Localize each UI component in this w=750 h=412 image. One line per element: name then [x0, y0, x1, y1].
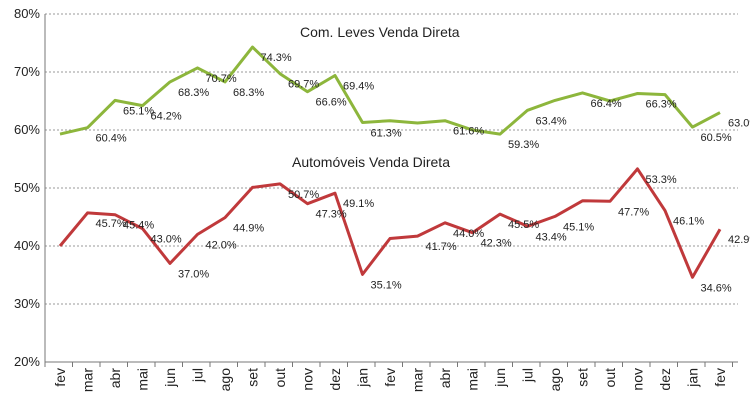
x-tick-label: set — [575, 368, 591, 387]
data-label: 47.7% — [618, 206, 649, 218]
data-label: 68.3% — [233, 87, 264, 99]
data-label: 47.3% — [316, 209, 347, 221]
x-tick-label: mai — [135, 368, 151, 391]
data-label: 45.4% — [123, 220, 154, 232]
data-label: 63.4% — [536, 115, 567, 127]
data-label: 61.3% — [371, 127, 402, 139]
data-label: 45.5% — [508, 219, 539, 231]
data-label: 64.2% — [151, 111, 182, 123]
data-label: 45.7% — [96, 218, 127, 230]
y-tick-label: 60% — [14, 122, 40, 137]
x-tick-label: dez — [327, 368, 343, 391]
x-tick-label: mar — [80, 368, 96, 392]
data-label: 63.0% — [728, 118, 750, 130]
x-tick-label: ago — [217, 368, 233, 392]
y-tick-label: 30% — [14, 296, 40, 311]
data-label: 70.7% — [206, 73, 237, 85]
data-label: 42.3% — [481, 238, 512, 250]
x-tick-label: set — [245, 368, 261, 387]
x-tick-label: fev — [712, 368, 728, 387]
data-label: 49.1% — [343, 198, 374, 210]
x-tick-label: out — [602, 368, 618, 388]
data-label: 34.6% — [701, 282, 732, 294]
data-label: 66.3% — [646, 98, 677, 110]
data-label: 74.3% — [261, 52, 292, 64]
data-label: 46.1% — [673, 216, 704, 228]
x-tick-label: fev — [52, 368, 68, 387]
data-label: 35.1% — [371, 279, 402, 291]
series-line-automoveis — [58, 167, 722, 279]
data-label: 65.1% — [123, 105, 154, 117]
x-tick-label: mar — [410, 368, 426, 392]
data-label: 41.7% — [426, 241, 457, 253]
x-tick-label: nov — [630, 368, 646, 391]
data-label: 44.0% — [453, 228, 484, 240]
x-tick-label: nov — [300, 368, 316, 391]
x-tick-label: jul — [520, 368, 536, 383]
y-tick-label: 40% — [14, 238, 40, 253]
x-tick-label: abr — [107, 368, 123, 389]
x-tick-label: out — [272, 368, 288, 388]
data-label: 59.3% — [508, 139, 539, 151]
x-tick-label: jul — [190, 368, 206, 383]
data-label: 60.4% — [96, 133, 127, 145]
x-tick-label: dez — [657, 368, 673, 391]
x-tick-label: jan — [685, 368, 701, 388]
y-tick-label: 20% — [14, 354, 40, 369]
data-label: 69.7% — [288, 79, 319, 91]
data-label: 43.4% — [536, 231, 567, 243]
series-title-automoveis: Automóveis Venda Direta — [292, 154, 450, 170]
data-label: 68.3% — [178, 87, 209, 99]
x-tick-label: jan — [355, 368, 371, 388]
data-label: 44.9% — [233, 223, 264, 235]
data-label: 66.6% — [316, 97, 347, 109]
data-label: 69.4% — [343, 80, 374, 92]
data-label: 42.9% — [728, 234, 750, 246]
data-label: 60.5% — [701, 132, 732, 144]
x-tick-label: mai — [465, 368, 481, 391]
x-tick-label: ago — [547, 368, 563, 392]
y-tick-label: 50% — [14, 180, 40, 195]
x-tick-label: jun — [162, 368, 178, 388]
y-tick-label: 70% — [14, 64, 40, 79]
data-label: 43.0% — [151, 234, 182, 246]
data-label: 66.4% — [591, 98, 622, 110]
data-label: 53.3% — [646, 174, 677, 186]
data-label: 37.0% — [178, 268, 209, 280]
data-label: 50.7% — [288, 189, 319, 201]
x-tick-label: jun — [492, 368, 508, 388]
x-tick-label: fev — [382, 368, 398, 387]
x-tick-label: abr — [437, 368, 453, 389]
data-label: 45.1% — [563, 221, 594, 233]
y-tick-label: 80% — [14, 6, 40, 21]
series-title-com-leves: Com. Leves Venda Direta — [300, 24, 460, 40]
data-label: 42.0% — [206, 239, 237, 251]
data-label: 61.6% — [453, 126, 484, 138]
